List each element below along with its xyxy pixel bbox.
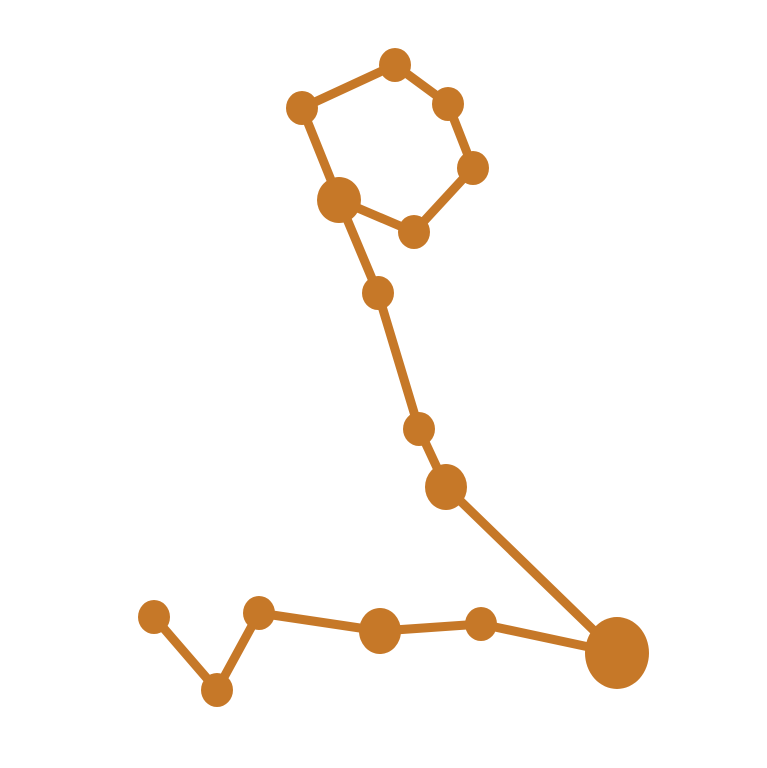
- stars: [138, 48, 649, 707]
- star: [362, 276, 394, 310]
- star: [201, 673, 233, 707]
- edge: [441, 482, 622, 658]
- star: [425, 464, 467, 510]
- star: [457, 151, 489, 185]
- star: [465, 607, 497, 641]
- star: [243, 596, 275, 630]
- star: [379, 48, 411, 82]
- star: [403, 412, 435, 446]
- star: [398, 215, 430, 249]
- edge: [373, 288, 424, 434]
- star: [359, 608, 401, 654]
- star: [317, 177, 361, 223]
- star: [138, 600, 170, 634]
- edge: [297, 60, 400, 113]
- star: [286, 91, 318, 125]
- edges: [149, 60, 622, 695]
- star: [585, 617, 649, 689]
- star: [432, 87, 464, 121]
